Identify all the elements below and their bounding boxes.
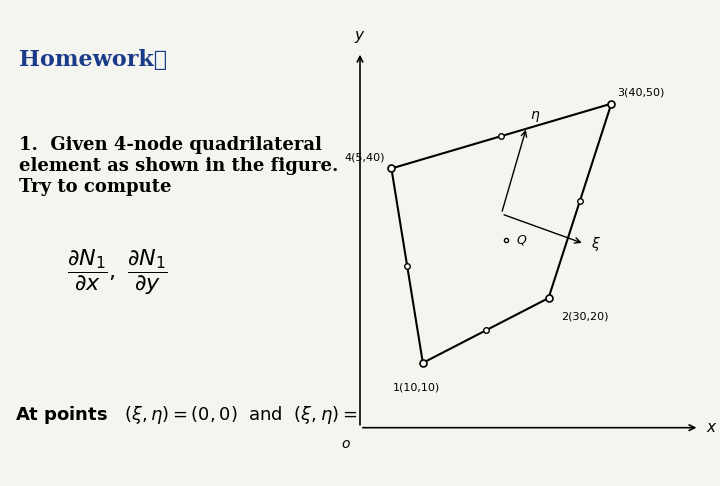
Text: 1.  Given 4-node quadrilateral
element as shown in the figure.
Try to compute: 1. Given 4-node quadrilateral element as…: [19, 136, 338, 196]
Text: $x$: $x$: [706, 420, 717, 435]
Text: $y$: $y$: [354, 29, 366, 45]
Text: 4(5,40): 4(5,40): [345, 152, 385, 162]
Text: $o$: $o$: [341, 437, 351, 451]
Text: $Q$: $Q$: [516, 233, 527, 247]
Text: $\eta$: $\eta$: [530, 109, 540, 124]
Text: 3(40,50): 3(40,50): [618, 87, 665, 97]
Text: 2(30,20): 2(30,20): [561, 311, 608, 321]
Text: $\dfrac{\partial N_1}{\partial x}$$,\ $$\dfrac{\partial N_1}{\partial y}$: $\dfrac{\partial N_1}{\partial x}$$,\ $$…: [68, 247, 168, 297]
Text: 1(10,10): 1(10,10): [393, 382, 440, 392]
Text: $\mathbf{At\ points}$   $(\xi,\eta)=(0,0)$  $\mathrm{and}$  $(\xi,\eta)=(1/\sqrt: $\mathbf{At\ points}$ $(\xi,\eta)=(0,0)$…: [15, 399, 478, 427]
Text: Homework：: Homework：: [19, 49, 167, 70]
Text: $\xi$: $\xi$: [590, 235, 600, 253]
